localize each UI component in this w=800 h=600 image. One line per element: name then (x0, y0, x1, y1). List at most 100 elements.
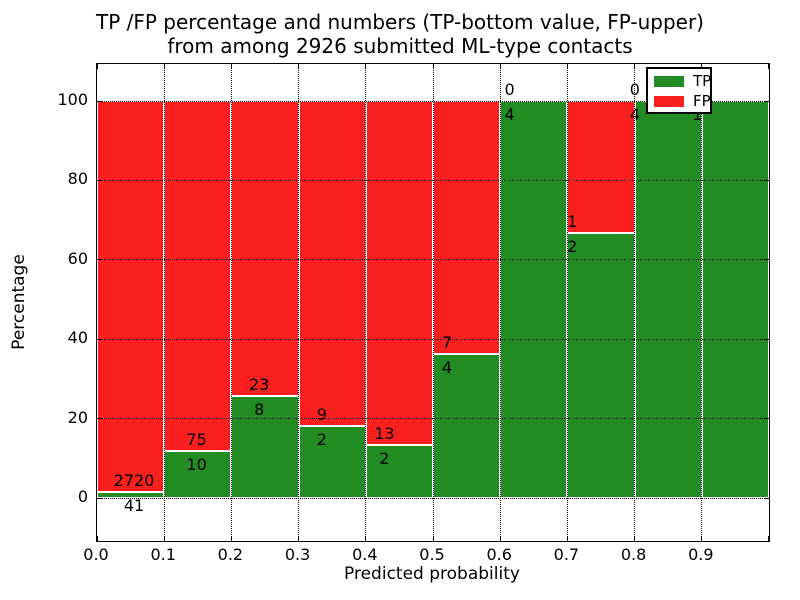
x-tick-label: 0.6 (486, 545, 512, 564)
bar-tp-segment (298, 425, 366, 498)
tp-count-label: 4 (629, 105, 640, 124)
gridline-vertical (634, 64, 636, 541)
gridline-horizontal (97, 418, 769, 420)
fp-count-label: 0 (629, 80, 640, 99)
legend-item: FP (654, 91, 711, 111)
x-tick-label: 0.8 (620, 545, 647, 564)
x-tick-label: 0.2 (217, 545, 244, 564)
bar-fp-segment (567, 101, 635, 234)
chart-title: TP /FP percentage and numbers (TP-bottom… (0, 10, 800, 58)
bar-labels-layer: 2720417510238921327404120401 (97, 64, 769, 541)
x-tick-mark (701, 64, 703, 69)
x-axis-label: Predicted probability (344, 564, 520, 584)
y-tick-label: 80 (67, 169, 88, 189)
y-tick-mark (97, 497, 102, 499)
bar-fp-segment (231, 101, 299, 396)
x-tick-mark (768, 536, 769, 541)
x-tick-mark (566, 64, 568, 69)
y-tick-mark (764, 259, 769, 261)
x-tick-mark (365, 536, 367, 541)
gridline-horizontal (97, 259, 769, 261)
chart-title-line2: from among 2926 submitted ML-type contac… (167, 34, 633, 58)
grid-layer (97, 64, 769, 541)
gridline-vertical (163, 64, 165, 541)
fp-count-label: 0 (504, 80, 515, 99)
gridline-vertical (432, 64, 434, 541)
y-tick-label: 20 (67, 407, 88, 427)
gridline-vertical (298, 64, 300, 541)
tp-count-label: 2 (316, 429, 327, 449)
tp-count-label: 4 (441, 357, 453, 377)
y-tick-mark (764, 179, 769, 181)
chart-title-line1: TP /FP percentage and numbers (TP-bottom… (96, 10, 704, 34)
x-tick-label: 0.4 (352, 545, 378, 564)
gridline-vertical (230, 64, 232, 541)
tp-count-label: 41 (123, 496, 145, 516)
y-tick-label: 100 (57, 90, 88, 109)
bar-tp-segment (164, 451, 232, 498)
bar-tp-segment (365, 445, 433, 498)
x-tick-mark (163, 64, 165, 69)
fp-count-label: 13 (374, 424, 395, 444)
y-tick-mark (764, 338, 769, 340)
bar-tp-segment (97, 492, 165, 498)
y-tick-mark (764, 100, 769, 102)
x-tick-label: 0.7 (553, 545, 580, 564)
y-tick-mark (764, 418, 769, 420)
bar-tp-segment (634, 101, 702, 498)
bar-tp-segment (567, 233, 635, 498)
legend-swatch-fp (654, 95, 684, 107)
legend-item-label: TP (693, 72, 712, 90)
gridline-horizontal (97, 497, 769, 499)
bar-fp-segment (164, 101, 232, 452)
legend: TP FP (646, 67, 712, 114)
y-tick-mark (97, 179, 102, 181)
bar-tp-segment (500, 101, 568, 498)
y-tick-mark (97, 418, 102, 420)
x-tick-mark (97, 536, 98, 541)
x-tick-mark (432, 64, 434, 69)
ticks-layer (97, 64, 769, 541)
y-tick-label: 0 (77, 487, 88, 506)
bar-fp-segment (365, 101, 433, 446)
x-tick-mark (163, 536, 165, 541)
x-tick-label: 0.5 (419, 545, 445, 564)
y-tick-label: 40 (67, 328, 88, 348)
fp-count-label: 9 (316, 404, 327, 424)
y-tick-mark (97, 338, 102, 340)
gridline-horizontal (97, 179, 769, 181)
x-tick-mark (97, 64, 98, 69)
tp-count-label: 4 (504, 105, 515, 124)
x-tick-mark (298, 64, 300, 69)
x-tick-label: 0.1 (150, 545, 176, 564)
y-axis-label: Percentage (9, 254, 29, 350)
tp-count-label: 1 (692, 105, 703, 124)
fp-count-label: 1 (567, 212, 578, 232)
fp-count-label: 23 (249, 374, 270, 394)
x-tick-mark (634, 536, 636, 541)
bar-tp-segment (231, 395, 299, 498)
x-tick-mark (701, 536, 703, 541)
bar-tp-segment (701, 101, 769, 498)
tp-count-label: 8 (254, 399, 265, 419)
x-tick-mark (768, 64, 769, 69)
legend-swatch-tp (654, 75, 684, 87)
bar-fp-segment (97, 101, 165, 493)
fp-count-label: 2720 (113, 471, 155, 491)
x-tick-mark (566, 536, 568, 541)
y-tick-mark (97, 100, 102, 102)
tp-count-label: 10 (186, 455, 207, 475)
fp-count-label: 7 (441, 332, 453, 352)
legend-item: TP (654, 71, 712, 91)
fp-count-label: 75 (186, 430, 207, 450)
x-tick-mark (230, 536, 232, 541)
y-tick-mark (97, 259, 102, 261)
x-tick-label: 0.3 (284, 545, 311, 564)
x-tick-mark (634, 64, 636, 69)
y-tick-label: 60 (67, 248, 88, 268)
bar-fp-segment (298, 101, 366, 426)
x-tick-mark (432, 536, 434, 541)
y-tick-mark (764, 497, 769, 499)
